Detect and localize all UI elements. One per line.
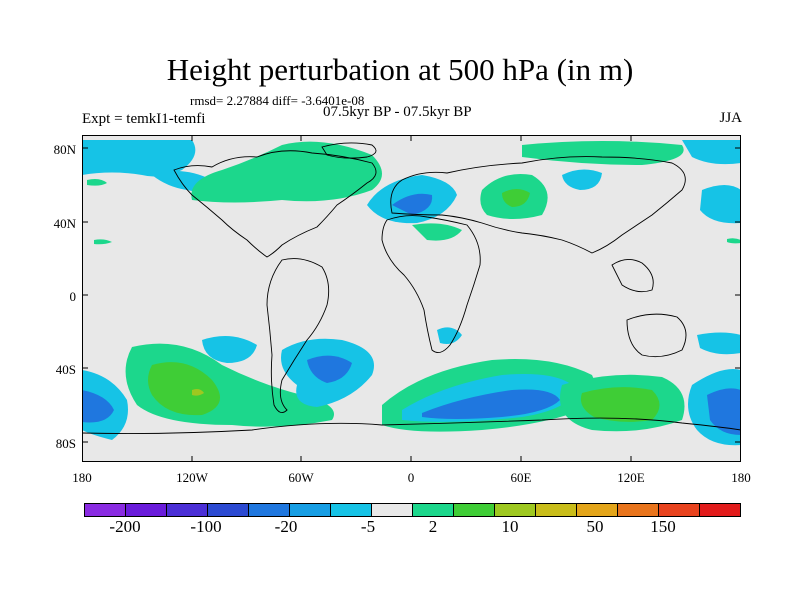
colorbar-label: 150 [650, 517, 676, 536]
contour-region [82, 390, 114, 423]
lon-tick-180w: 180 [72, 470, 92, 485]
lat-tick-80n: 80N [53, 142, 76, 157]
colorbar-swatch-10 [495, 504, 536, 516]
colorbar-swatch-8 [413, 504, 454, 516]
colorbar-swatch-7 [372, 504, 413, 516]
contour-region [502, 189, 530, 207]
period-text: 07.5kyr BP - 07.5kyr BP [323, 104, 472, 120]
lon-tick-60w: 60W [288, 470, 314, 485]
lat-tick-0: 0 [69, 289, 77, 304]
contour-region [682, 140, 741, 165]
north-america-coast [173, 150, 377, 258]
contour-region [422, 389, 560, 419]
contour-region [697, 332, 741, 355]
contour-region [562, 169, 602, 190]
contour-region [392, 193, 433, 215]
colorbar-swatch-11 [536, 504, 577, 516]
contour-region [148, 362, 220, 416]
lon-tick-180e: 180 [731, 470, 751, 485]
colorbar-swatch-0 [85, 504, 126, 516]
contour-region [94, 239, 112, 245]
contour-region [412, 223, 462, 241]
colorbar-label: -20 [274, 517, 298, 536]
colorbar-label: 2 [428, 517, 438, 536]
colorbar-label: 50 [586, 517, 604, 536]
colorbar-label: -100 [190, 517, 222, 536]
africa-coast [381, 215, 481, 354]
colorbar-swatch-6 [331, 504, 372, 516]
colorbar-swatch-5 [290, 504, 331, 516]
lon-tick-0: 0 [407, 470, 415, 485]
contour-region [202, 336, 257, 363]
contour-region [580, 387, 660, 422]
south-america-coast [266, 258, 330, 414]
contour-region [727, 238, 741, 244]
lon-tick-marks [191, 135, 632, 462]
contour-region [707, 388, 741, 435]
map-plot [82, 135, 741, 462]
colorbar [84, 503, 741, 517]
stats-text: rmsd= 2.27884 diff= -3.6401e-08 [190, 93, 365, 108]
contour-region [700, 185, 741, 224]
lat-tick-40n: 40N [53, 216, 76, 231]
australia-coast [626, 313, 687, 358]
colorbar-label: -200 [109, 517, 141, 536]
contour-region [87, 179, 107, 186]
colorbar-swatch-2 [167, 504, 208, 516]
antarctica-coast [82, 417, 741, 435]
lat-tick-80s: 80S [55, 436, 76, 451]
greenland-coast [321, 142, 377, 159]
colorbar-swatch-9 [454, 504, 495, 516]
colorbar-label: -5 [360, 517, 376, 536]
colorbar-swatch-1 [126, 504, 167, 516]
colorbar-label: 10 [501, 517, 519, 536]
colorbar-swatch-13 [618, 504, 659, 516]
contour-region [82, 140, 196, 177]
lat-tick-marks [82, 147, 741, 443]
lon-tick-120w: 120W [176, 470, 208, 485]
colorbar-swatch-3 [208, 504, 249, 516]
contour-region [307, 355, 352, 383]
eurasia-coast [390, 156, 686, 254]
colorbar-swatch-12 [577, 504, 618, 516]
lon-tick-120e: 120E [617, 470, 645, 485]
colorbar-swatch-4 [249, 504, 290, 516]
indonesia-coast [611, 259, 654, 293]
colorbar-swatch-14 [659, 504, 700, 516]
chart-title: Height perturbation at 500 hPa (in m) [166, 52, 634, 87]
contour-region [192, 389, 204, 396]
season-text: JJA [719, 110, 742, 126]
lon-tick-60e: 60E [510, 470, 532, 485]
contour-region [437, 327, 462, 344]
coastlines [82, 142, 741, 435]
experiment-text: Expt = temkI1-temfi [82, 111, 206, 127]
colorbar-swatch-15 [700, 504, 740, 516]
lat-tick-40s: 40S [55, 362, 76, 377]
